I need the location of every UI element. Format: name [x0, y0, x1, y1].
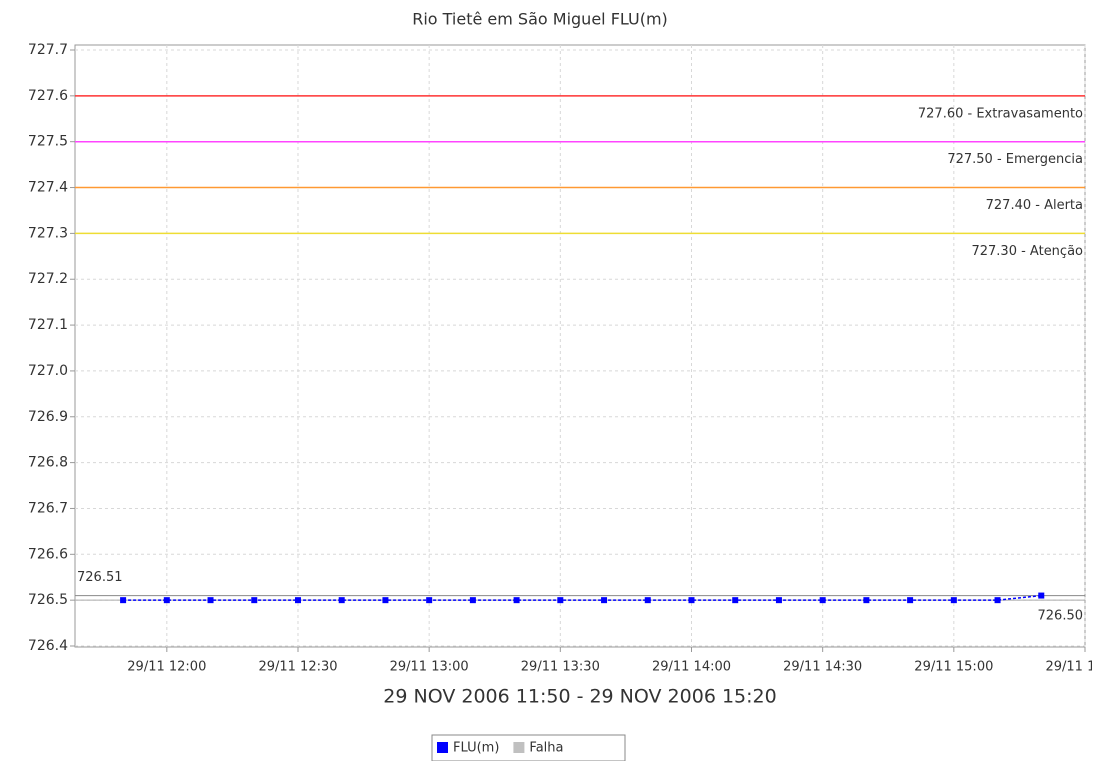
data-point	[294, 597, 301, 604]
data-point	[338, 597, 345, 604]
threshold-label: 727.30 - Atenção	[971, 244, 1083, 259]
y-tick-label: 727.4	[28, 180, 68, 196]
y-tick-label: 727.2	[28, 271, 68, 287]
data-point	[120, 597, 127, 604]
plot-area	[74, 44, 1086, 648]
data-point	[207, 597, 214, 604]
threshold-label: 727.40 - Alerta	[986, 198, 1083, 213]
x-tick-label: 29/11 12:00	[127, 660, 206, 675]
legend-label: Falha	[529, 741, 563, 756]
data-point	[557, 597, 564, 604]
legend-swatch	[437, 742, 448, 753]
y-tick-label: 726.9	[28, 409, 68, 425]
y-tick-label: 726.4	[28, 638, 68, 654]
data-point	[819, 597, 826, 604]
data-point	[775, 597, 782, 604]
data-point	[994, 597, 1001, 604]
data-point	[163, 597, 170, 604]
y-tick-label: 726.6	[28, 546, 68, 562]
legend-swatch	[513, 742, 525, 753]
min-label: 726.50	[1038, 609, 1084, 624]
x-axis-title: 29 NOV 2006 11:50 - 29 NOV 2006 15:20	[383, 686, 776, 708]
series-line	[123, 594, 1042, 601]
y-tick-label: 727.5	[28, 134, 68, 150]
data-point	[251, 597, 258, 604]
y-tick-label: 726.8	[28, 455, 68, 471]
data-point	[601, 597, 608, 604]
x-tick-label: 29/11 14:30	[783, 660, 862, 675]
data-point	[863, 597, 870, 604]
data-point	[426, 597, 433, 604]
data-point	[513, 597, 520, 604]
data-point	[644, 597, 651, 604]
chart-title: Rio Tietê em São Miguel FLU(m)	[412, 10, 668, 29]
y-tick-label: 727.1	[28, 317, 68, 333]
y-tick-label: 727.7	[28, 42, 68, 58]
legend-box	[431, 734, 626, 761]
legend-label: FLU(m)	[453, 741, 499, 756]
max-label: 726.51	[77, 570, 123, 585]
data-point	[950, 597, 957, 604]
x-tick-label: 29/11 14:00	[652, 660, 731, 675]
legend: FLU(m) Falha	[431, 734, 626, 761]
y-tick-label: 727.6	[28, 88, 68, 104]
y-tick-label: 726.5	[28, 592, 68, 608]
threshold-label: 727.60 - Extravasamento	[918, 106, 1083, 121]
x-tick-label: 29/11 12:30	[258, 660, 337, 675]
x-tick-label: 29/11 15:00	[914, 660, 993, 675]
y-tick-label: 727.3	[28, 225, 68, 241]
data-point	[907, 597, 914, 604]
x-tick-label: 29/11 15:30	[1045, 660, 1100, 675]
x-tick-label: 29/11 13:00	[390, 660, 469, 675]
x-tick-label: 29/11 13:30	[521, 660, 600, 675]
threshold-label: 727.50 - Emergencia	[947, 152, 1083, 167]
data-point	[469, 597, 476, 604]
data-point	[688, 597, 695, 604]
data-point	[382, 597, 389, 604]
y-tick-label: 727.0	[28, 363, 68, 379]
data-point	[1038, 592, 1045, 599]
y-tick-label: 726.7	[28, 500, 68, 516]
data-point	[732, 597, 739, 604]
